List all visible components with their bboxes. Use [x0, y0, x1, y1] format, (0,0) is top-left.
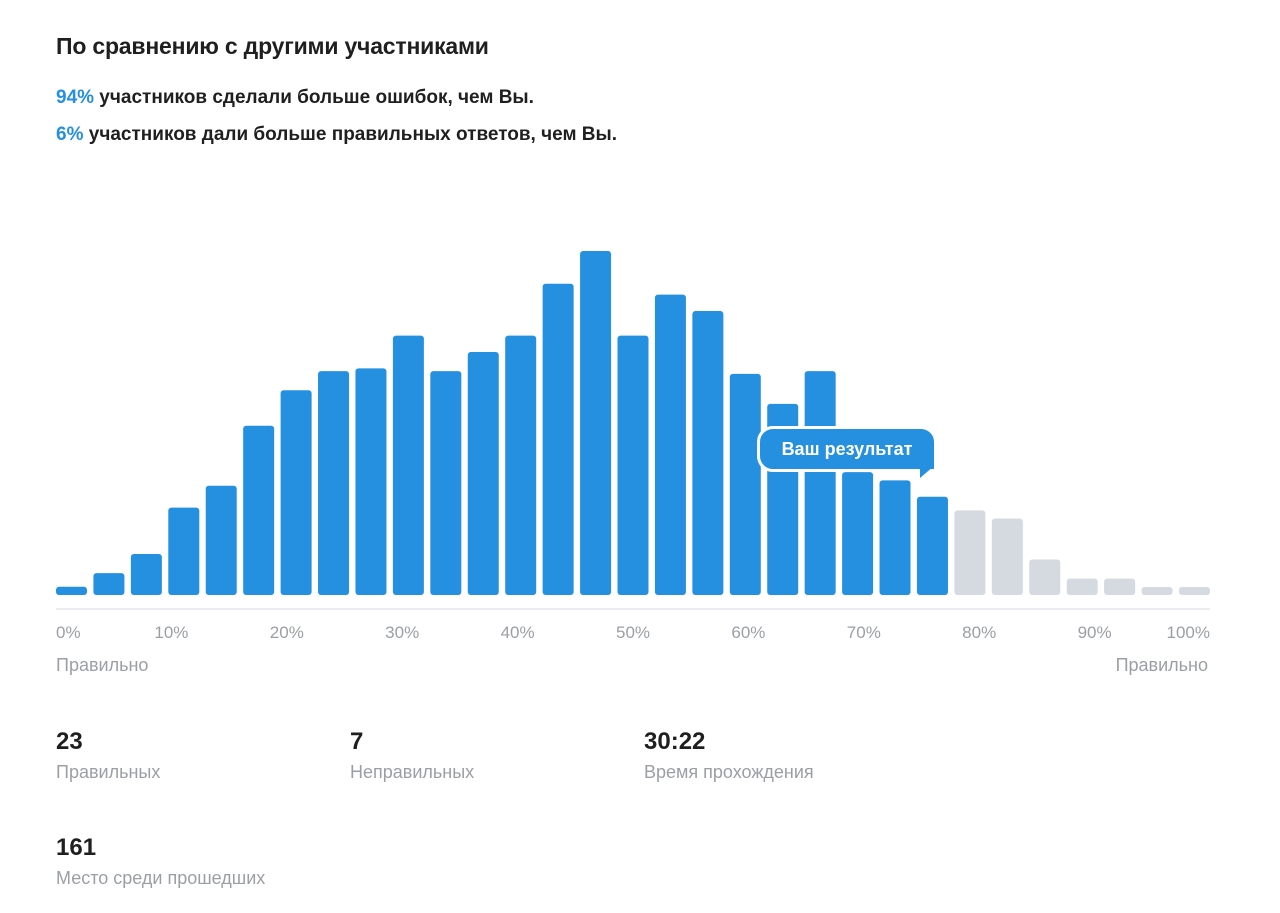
- metric-place-value: 161: [56, 834, 97, 861]
- metric-place-label: Место среди прошедших: [56, 868, 266, 888]
- histogram-bar: [842, 472, 874, 595]
- x-tick-label: 0%: [56, 623, 81, 642]
- metric-time-label: Время прохождения: [644, 762, 814, 782]
- page-title: По сравнению с другими участниками: [56, 33, 489, 59]
- x-tick-label: 40%: [501, 623, 535, 642]
- histogram-bar: [729, 373, 761, 595]
- x-tick-label: 30%: [385, 623, 419, 642]
- histogram-bar: [1104, 578, 1136, 595]
- x-tick-label: 90%: [1078, 623, 1112, 642]
- metric-time-value: 30:22: [644, 728, 706, 755]
- histogram-bar: [467, 352, 499, 595]
- metric-correct: 23 Правильных: [56, 728, 160, 783]
- histogram-bar: [916, 496, 948, 595]
- histogram-bar: [617, 335, 649, 595]
- summary-text-fewer-errors: участников сделали больше ошибок, чем Вы…: [94, 87, 534, 108]
- histogram-bar: [954, 510, 986, 595]
- histogram-bar: [804, 371, 836, 595]
- metric-wrong: 7 Неправильных: [350, 728, 474, 783]
- histogram-bar: [580, 251, 612, 595]
- metric-place: 161 Место среди прошедших: [56, 834, 265, 889]
- summary-pct-fewer-errors: 94%: [56, 87, 95, 108]
- x-tick-label: 60%: [731, 623, 765, 642]
- metric-wrong-value: 7: [350, 728, 364, 755]
- histogram-bar: [879, 480, 911, 595]
- x-tick-label: 20%: [270, 623, 304, 642]
- histogram-bar: [1066, 578, 1098, 595]
- axis-end-label-right: Правильно: [1115, 655, 1208, 675]
- histogram-bar: [355, 368, 387, 595]
- summary-line-fewer-errors: 94% участников сделали больше ошибок, че…: [56, 87, 534, 109]
- histogram-bar: [1029, 559, 1061, 595]
- x-tick-label: 10%: [154, 623, 188, 642]
- histogram-bar: [280, 390, 312, 595]
- summary-pct-more-correct: 6%: [56, 124, 84, 145]
- histogram-bar: [56, 586, 87, 595]
- your-result-label: Ваш результат: [781, 438, 913, 459]
- histogram-bar: [542, 283, 574, 595]
- your-result-callout-tail: [920, 466, 934, 478]
- histogram-bar: [205, 485, 237, 595]
- histogram-bar: [430, 371, 462, 595]
- histogram-bar: [505, 335, 537, 595]
- x-tick-label: 80%: [962, 623, 996, 642]
- histogram-bar: [168, 507, 200, 595]
- your-result-callout: Ваш результат: [757, 426, 937, 472]
- x-tick-label: 100%: [1167, 623, 1210, 642]
- histogram-bar: [991, 518, 1023, 595]
- x-tick-label: 50%: [616, 623, 650, 642]
- histogram-bar: [1179, 587, 1210, 595]
- histogram-bar: [692, 311, 724, 595]
- axis-end-label-left: Правильно: [56, 655, 149, 675]
- metric-correct-label: Правильных: [56, 762, 161, 782]
- histogram-bar: [243, 425, 275, 595]
- histogram-bar: [392, 335, 424, 595]
- metric-wrong-label: Неправильных: [350, 762, 475, 782]
- histogram-bar: [1141, 587, 1173, 595]
- histogram-bar: [130, 554, 162, 595]
- summary-text-more-correct: участников дали больше правильных ответо…: [83, 124, 618, 145]
- x-tick-label: 70%: [847, 623, 881, 642]
- metric-correct-value: 23: [56, 728, 83, 755]
- summary-line-more-correct: 6% участников дали больше правильных отв…: [56, 124, 617, 146]
- histogram-bar: [93, 573, 125, 595]
- histogram-bar: [318, 371, 350, 595]
- histogram-bar: [654, 294, 686, 595]
- metric-time: 30:22 Время прохождения: [644, 728, 814, 783]
